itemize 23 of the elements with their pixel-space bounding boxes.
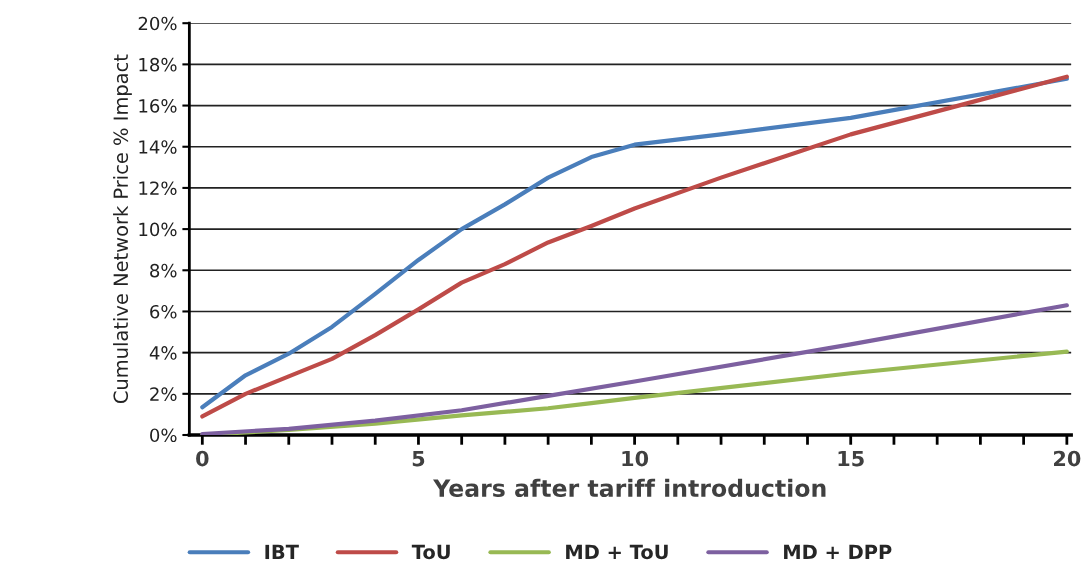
y-tick-label: 10% (139, 222, 177, 237)
y-tick-label: 4% (149, 346, 177, 360)
x-tick-label: 15 (838, 450, 864, 467)
y-tick-label: 6% (150, 304, 177, 319)
y-tick-label: 18% (139, 57, 177, 72)
x-tick-label: 5 (412, 450, 425, 467)
x-tick-label: 10 (622, 450, 649, 467)
y-tick-label: 14% (139, 140, 177, 154)
y-tick-label: 0% (150, 428, 177, 443)
legend-label: ToU (411, 544, 450, 560)
legend-label: MD + DPP (784, 544, 892, 560)
y-axis-title: Cumulative Network Price % Impact (113, 54, 132, 404)
y-tick-label: 20% (138, 16, 177, 31)
x-tick-label: 0 (196, 450, 209, 467)
legend-label: MD + ToU (566, 544, 668, 560)
x-axis-title: Years after tariff introduction (433, 478, 826, 498)
x-tick-label: 20 (1054, 450, 1081, 467)
y-tick-label: 16% (139, 99, 177, 113)
y-tick-label: 12% (139, 181, 177, 196)
y-tick-label: 8% (150, 263, 177, 278)
legend-label: IBT (265, 544, 299, 560)
line-series (200, 303, 1069, 435)
y-tick-label: 2% (150, 387, 177, 401)
